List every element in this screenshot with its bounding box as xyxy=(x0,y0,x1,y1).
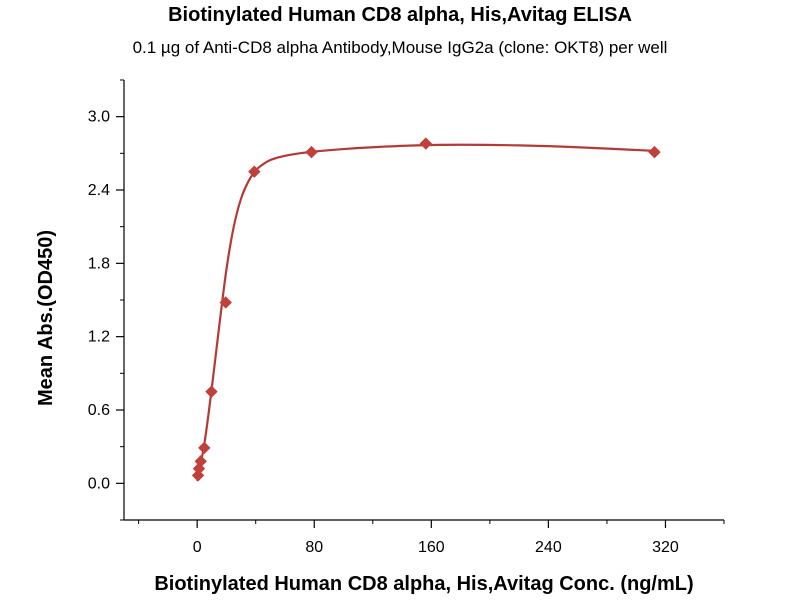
data-point xyxy=(198,441,211,455)
y-axis-title: Mean Abs.(OD450) xyxy=(35,230,57,406)
x-tick-label: 160 xyxy=(418,539,445,556)
x-axis-title: Biotinylated Human CD8 alpha, His,Avitag… xyxy=(154,573,693,595)
x-tick-label: 80 xyxy=(305,539,323,556)
y-tick-label: 1.8 xyxy=(88,255,110,272)
data-point xyxy=(205,385,218,398)
y-tick-label: 1.2 xyxy=(88,329,110,346)
data-points-layer xyxy=(191,137,661,482)
fit-curve-layer xyxy=(196,143,655,482)
y-tick-label: 0.0 xyxy=(88,475,110,492)
data-point xyxy=(248,165,261,178)
axes: 0.0 0.6 1.2 1.8 2.4 3.0 0 80 160 240 320 xyxy=(88,79,725,556)
x-tick-label: 240 xyxy=(535,539,562,556)
data-point xyxy=(419,137,433,150)
data-point xyxy=(305,145,318,159)
data-point xyxy=(194,455,207,468)
y-tick-label: 0.6 xyxy=(88,402,110,419)
fit-curve xyxy=(196,143,655,482)
y-tick-label: 3.0 xyxy=(88,109,110,126)
y-tick-label: 2.4 xyxy=(88,182,110,199)
data-point xyxy=(648,145,661,159)
data-point xyxy=(219,296,232,309)
x-tick-label: 0 xyxy=(193,539,202,556)
chart-subtitle: 0.1 µg of Anti-CD8 alpha Antibody,Mouse … xyxy=(132,38,668,57)
chart-title: Biotinylated Human CD8 alpha, His,Avitag… xyxy=(168,4,632,26)
x-tick-label: 320 xyxy=(652,539,679,556)
